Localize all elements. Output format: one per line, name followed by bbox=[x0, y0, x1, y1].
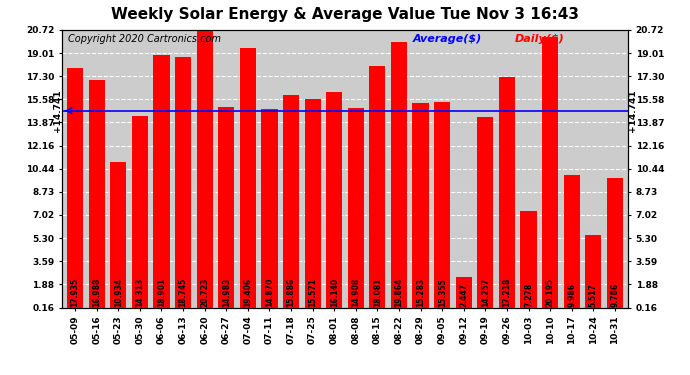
Text: 17.218: 17.218 bbox=[502, 278, 511, 307]
Bar bbox=[304, 99, 321, 310]
Text: 18.081: 18.081 bbox=[373, 278, 382, 307]
Bar bbox=[67, 68, 83, 310]
Text: 19.864: 19.864 bbox=[395, 278, 404, 307]
Bar bbox=[542, 37, 558, 310]
Text: 18.901: 18.901 bbox=[157, 278, 166, 307]
Bar bbox=[283, 95, 299, 310]
Text: Copyright 2020 Cartronics.com: Copyright 2020 Cartronics.com bbox=[68, 34, 221, 44]
Text: 14.908: 14.908 bbox=[351, 278, 360, 307]
Bar bbox=[239, 48, 256, 310]
Bar bbox=[585, 235, 602, 310]
Text: 5.517: 5.517 bbox=[589, 283, 598, 307]
Bar bbox=[391, 42, 407, 310]
Bar bbox=[218, 107, 235, 310]
Bar bbox=[477, 117, 493, 310]
Bar bbox=[153, 54, 170, 310]
Text: 17.935: 17.935 bbox=[70, 278, 79, 307]
Text: 20.723: 20.723 bbox=[200, 278, 209, 307]
Bar bbox=[413, 104, 428, 310]
Text: 14.983: 14.983 bbox=[221, 278, 230, 307]
Text: Daily($): Daily($) bbox=[515, 34, 564, 44]
Bar bbox=[132, 117, 148, 310]
Text: 18.745: 18.745 bbox=[179, 278, 188, 307]
Text: +14.741: +14.741 bbox=[52, 89, 61, 132]
Text: 14.257: 14.257 bbox=[481, 278, 490, 307]
Bar bbox=[326, 92, 342, 310]
Bar bbox=[564, 175, 580, 310]
Bar bbox=[197, 30, 213, 310]
Text: 20.195: 20.195 bbox=[546, 278, 555, 307]
Text: 14.870: 14.870 bbox=[265, 278, 274, 307]
Bar bbox=[499, 77, 515, 310]
Text: 16.988: 16.988 bbox=[92, 278, 101, 307]
Text: Average($): Average($) bbox=[413, 34, 482, 44]
Bar bbox=[88, 80, 105, 310]
Text: 10.934: 10.934 bbox=[114, 278, 123, 307]
Bar bbox=[110, 162, 126, 310]
Text: 15.571: 15.571 bbox=[308, 278, 317, 307]
Bar bbox=[369, 66, 386, 310]
Text: 9.786: 9.786 bbox=[611, 283, 620, 307]
Text: 19.406: 19.406 bbox=[244, 278, 253, 307]
Bar bbox=[262, 109, 277, 310]
Bar bbox=[607, 178, 623, 310]
Bar bbox=[455, 277, 472, 310]
Bar bbox=[175, 57, 191, 310]
Text: 2.447: 2.447 bbox=[460, 283, 469, 307]
Text: 15.355: 15.355 bbox=[437, 278, 446, 307]
Bar bbox=[348, 108, 364, 310]
Text: Weekly Solar Energy & Average Value Tue Nov 3 16:43: Weekly Solar Energy & Average Value Tue … bbox=[111, 8, 579, 22]
Text: 15.283: 15.283 bbox=[416, 278, 425, 307]
Bar bbox=[434, 102, 451, 310]
Bar bbox=[520, 211, 537, 310]
Text: +14.741: +14.741 bbox=[629, 89, 638, 132]
Text: 15.886: 15.886 bbox=[286, 278, 295, 307]
Text: 16.140: 16.140 bbox=[330, 278, 339, 307]
Text: 9.986: 9.986 bbox=[567, 283, 576, 307]
Text: 14.313: 14.313 bbox=[135, 278, 144, 307]
Text: 7.278: 7.278 bbox=[524, 283, 533, 307]
